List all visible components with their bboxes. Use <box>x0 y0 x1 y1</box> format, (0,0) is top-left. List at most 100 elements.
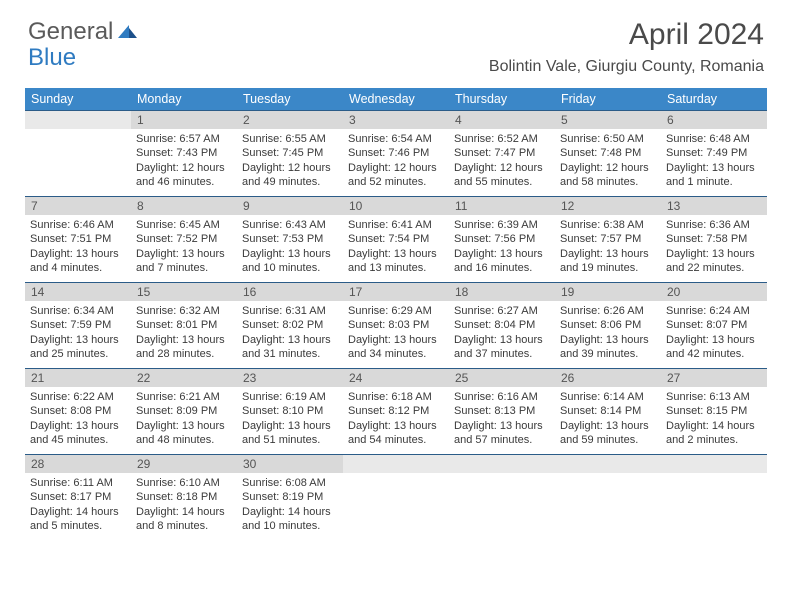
cell-line: Daylight: 13 hours <box>30 333 126 347</box>
cell-line: Sunrise: 6:24 AM <box>666 304 762 318</box>
cell-line: Sunset: 8:01 PM <box>136 318 232 332</box>
cell-line: Daylight: 13 hours <box>242 247 338 261</box>
day-header: Sunday <box>25 88 131 111</box>
cell-body: Sunrise: 6:52 AMSunset: 7:47 PMDaylight:… <box>449 129 555 193</box>
cell-line: Sunrise: 6:10 AM <box>136 476 232 490</box>
cell-line: Sunset: 7:45 PM <box>242 146 338 160</box>
day-number: 6 <box>661 111 767 129</box>
cell-body: Sunrise: 6:21 AMSunset: 8:09 PMDaylight:… <box>131 387 237 451</box>
cell-line: Sunset: 7:46 PM <box>348 146 444 160</box>
logo-triangle-icon <box>116 23 138 41</box>
cell-line: and 2 minutes. <box>666 433 762 447</box>
cell-line: Sunset: 8:02 PM <box>242 318 338 332</box>
cell-line: Daylight: 13 hours <box>136 419 232 433</box>
day-number: 26 <box>555 369 661 387</box>
cell-line: and 25 minutes. <box>30 347 126 361</box>
cell-line: Sunrise: 6:27 AM <box>454 304 550 318</box>
day-number: 14 <box>25 283 131 301</box>
cell-line: Sunrise: 6:45 AM <box>136 218 232 232</box>
calendar-cell: 14Sunrise: 6:34 AMSunset: 7:59 PMDayligh… <box>25 283 131 369</box>
cell-line: Sunrise: 6:34 AM <box>30 304 126 318</box>
cell-line: Sunrise: 6:38 AM <box>560 218 656 232</box>
calendar-cell: 3Sunrise: 6:54 AMSunset: 7:46 PMDaylight… <box>343 111 449 197</box>
calendar-cell: 15Sunrise: 6:32 AMSunset: 8:01 PMDayligh… <box>131 283 237 369</box>
cell-body: Sunrise: 6:10 AMSunset: 8:18 PMDaylight:… <box>131 473 237 537</box>
day-number: 21 <box>25 369 131 387</box>
cell-body: Sunrise: 6:39 AMSunset: 7:56 PMDaylight:… <box>449 215 555 279</box>
day-number <box>661 455 767 473</box>
cell-body: Sunrise: 6:50 AMSunset: 7:48 PMDaylight:… <box>555 129 661 193</box>
calendar-header-row: Sunday Monday Tuesday Wednesday Thursday… <box>25 88 767 111</box>
day-number: 7 <box>25 197 131 215</box>
calendar-cell <box>661 455 767 541</box>
day-number: 10 <box>343 197 449 215</box>
cell-line: Sunset: 8:19 PM <box>242 490 338 504</box>
cell-line: Sunrise: 6:31 AM <box>242 304 338 318</box>
cell-line: Sunrise: 6:19 AM <box>242 390 338 404</box>
logo-text-blue: Blue <box>28 44 76 72</box>
cell-line: Daylight: 13 hours <box>242 419 338 433</box>
cell-body: Sunrise: 6:18 AMSunset: 8:12 PMDaylight:… <box>343 387 449 451</box>
cell-body: Sunrise: 6:55 AMSunset: 7:45 PMDaylight:… <box>237 129 343 193</box>
cell-line: and 10 minutes. <box>242 261 338 275</box>
day-number <box>343 455 449 473</box>
cell-line: Daylight: 12 hours <box>454 161 550 175</box>
cell-line: Sunset: 8:10 PM <box>242 404 338 418</box>
calendar-cell: 12Sunrise: 6:38 AMSunset: 7:57 PMDayligh… <box>555 197 661 283</box>
cell-line: and 39 minutes. <box>560 347 656 361</box>
cell-line: and 16 minutes. <box>454 261 550 275</box>
cell-line: Sunset: 7:43 PM <box>136 146 232 160</box>
day-number: 30 <box>237 455 343 473</box>
calendar-cell: 19Sunrise: 6:26 AMSunset: 8:06 PMDayligh… <box>555 283 661 369</box>
day-header: Monday <box>131 88 237 111</box>
cell-line: and 46 minutes. <box>136 175 232 189</box>
cell-line: Sunset: 7:53 PM <box>242 232 338 246</box>
cell-line: Sunset: 8:06 PM <box>560 318 656 332</box>
cell-line: and 4 minutes. <box>30 261 126 275</box>
cell-line: Sunrise: 6:26 AM <box>560 304 656 318</box>
calendar-cell: 16Sunrise: 6:31 AMSunset: 8:02 PMDayligh… <box>237 283 343 369</box>
cell-line: Daylight: 13 hours <box>666 247 762 261</box>
calendar-cell: 18Sunrise: 6:27 AMSunset: 8:04 PMDayligh… <box>449 283 555 369</box>
month-title: April 2024 <box>489 18 764 52</box>
cell-body: Sunrise: 6:46 AMSunset: 7:51 PMDaylight:… <box>25 215 131 279</box>
cell-line: Sunrise: 6:29 AM <box>348 304 444 318</box>
day-number: 8 <box>131 197 237 215</box>
cell-line: Sunset: 7:54 PM <box>348 232 444 246</box>
cell-line: Sunrise: 6:54 AM <box>348 132 444 146</box>
day-number: 29 <box>131 455 237 473</box>
calendar-cell: 23Sunrise: 6:19 AMSunset: 8:10 PMDayligh… <box>237 369 343 455</box>
cell-line: Sunrise: 6:46 AM <box>30 218 126 232</box>
cell-body: Sunrise: 6:11 AMSunset: 8:17 PMDaylight:… <box>25 473 131 537</box>
cell-line: Sunset: 8:17 PM <box>30 490 126 504</box>
cell-line: Sunrise: 6:18 AM <box>348 390 444 404</box>
day-number: 27 <box>661 369 767 387</box>
cell-line: Sunrise: 6:11 AM <box>30 476 126 490</box>
calendar-cell: 21Sunrise: 6:22 AMSunset: 8:08 PMDayligh… <box>25 369 131 455</box>
cell-body: Sunrise: 6:45 AMSunset: 7:52 PMDaylight:… <box>131 215 237 279</box>
calendar-cell: 5Sunrise: 6:50 AMSunset: 7:48 PMDaylight… <box>555 111 661 197</box>
cell-line: Daylight: 13 hours <box>348 247 444 261</box>
day-number: 5 <box>555 111 661 129</box>
cell-line: Sunrise: 6:08 AM <box>242 476 338 490</box>
cell-line: Sunset: 7:49 PM <box>666 146 762 160</box>
cell-line: Sunset: 8:18 PM <box>136 490 232 504</box>
cell-line: Sunset: 8:15 PM <box>666 404 762 418</box>
calendar-cell <box>25 111 131 197</box>
calendar-cell: 17Sunrise: 6:29 AMSunset: 8:03 PMDayligh… <box>343 283 449 369</box>
cell-line: Sunrise: 6:57 AM <box>136 132 232 146</box>
day-header: Thursday <box>449 88 555 111</box>
cell-line: Daylight: 13 hours <box>348 333 444 347</box>
cell-line: and 19 minutes. <box>560 261 656 275</box>
cell-line: Daylight: 13 hours <box>30 247 126 261</box>
cell-line: Daylight: 12 hours <box>242 161 338 175</box>
day-number: 16 <box>237 283 343 301</box>
calendar-week-row: 1Sunrise: 6:57 AMSunset: 7:43 PMDaylight… <box>25 111 767 197</box>
day-number: 20 <box>661 283 767 301</box>
cell-line: Daylight: 13 hours <box>348 419 444 433</box>
calendar-cell <box>555 455 661 541</box>
cell-line: and 28 minutes. <box>136 347 232 361</box>
cell-line: Daylight: 13 hours <box>666 333 762 347</box>
cell-line: Daylight: 14 hours <box>136 505 232 519</box>
cell-body: Sunrise: 6:34 AMSunset: 7:59 PMDaylight:… <box>25 301 131 365</box>
